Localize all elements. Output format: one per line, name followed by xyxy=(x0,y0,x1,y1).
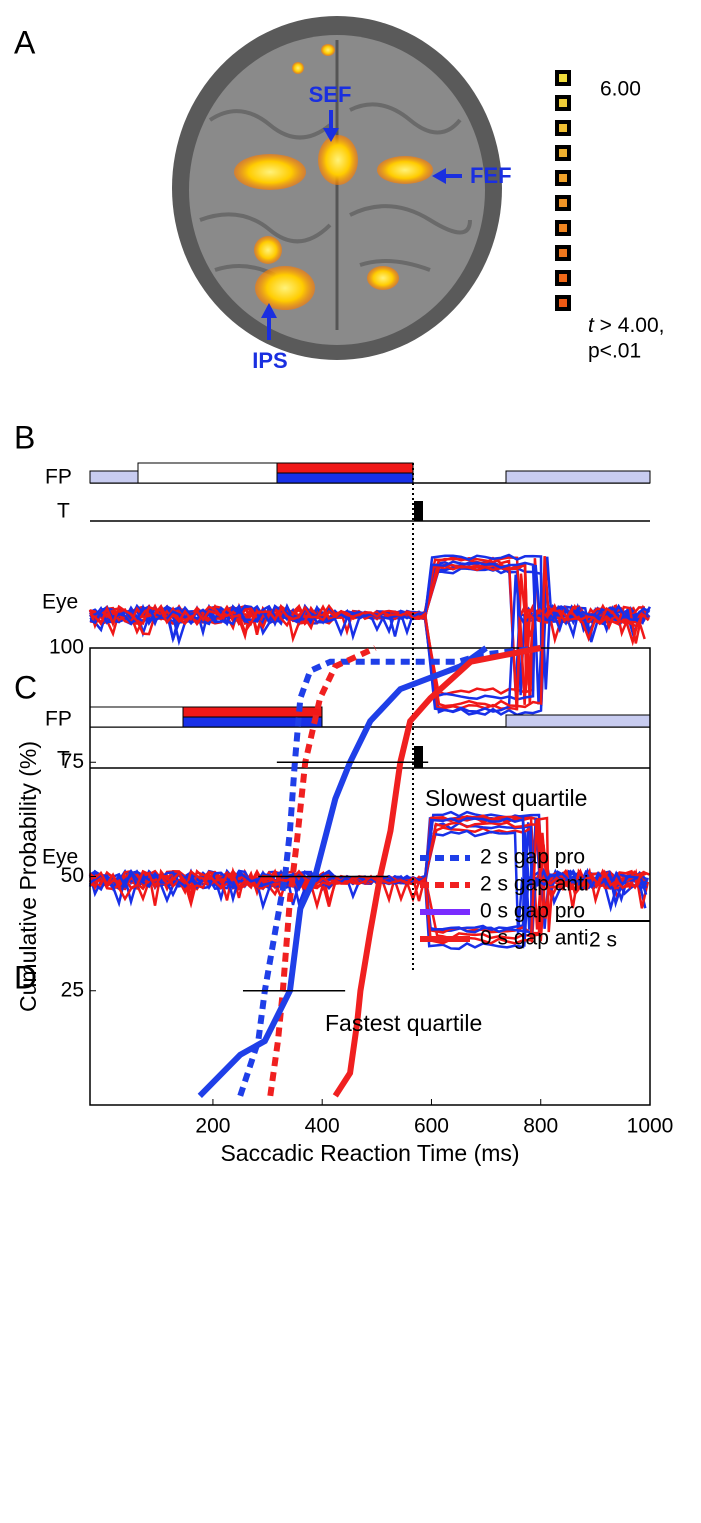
eye-trace xyxy=(89,565,650,696)
arrow-head xyxy=(323,128,339,142)
legend-label: 0 s gap anti xyxy=(480,927,589,950)
x-tick-label: 600 xyxy=(414,1115,449,1138)
cdf-line xyxy=(267,645,377,1097)
threshold-p: p<.01 xyxy=(588,340,641,363)
activation xyxy=(254,236,282,264)
eye-trace xyxy=(89,566,651,690)
color-scale xyxy=(555,70,571,311)
panel-label: A xyxy=(14,24,36,60)
eye-trace xyxy=(89,556,650,709)
x-tick-label: 1000 xyxy=(627,1115,674,1138)
threshold: t > 4.00, xyxy=(588,314,664,337)
fp-bar xyxy=(505,714,651,728)
y-tick-label: 75 xyxy=(61,750,84,773)
legend-label: 2 s gap anti xyxy=(480,873,589,896)
activation xyxy=(318,135,358,185)
legend-label: 0 s gap pro xyxy=(480,900,585,923)
region-label: IPS xyxy=(252,348,287,373)
activation xyxy=(234,154,306,190)
panel-label: B xyxy=(14,419,35,455)
fp-bar xyxy=(276,472,414,484)
x-tick-label: 200 xyxy=(195,1115,230,1138)
legend-label: 2 s gap pro xyxy=(480,846,585,869)
scale-swatch-core xyxy=(559,249,567,257)
x-axis-label: Saccadic Reaction Time (ms) xyxy=(220,1140,519,1166)
eye-label: Eye xyxy=(42,591,78,614)
scale-swatch-core xyxy=(559,224,567,232)
y-tick-label: 25 xyxy=(61,978,84,1001)
t-label: T xyxy=(57,500,70,523)
eye-traces xyxy=(88,553,651,717)
scale-swatch-core xyxy=(559,299,567,307)
fp-bar xyxy=(182,716,323,728)
cdf-line xyxy=(332,645,542,1098)
y-axis-label: Cumulative Probability (%) xyxy=(15,741,41,1012)
scale-swatch-core xyxy=(559,174,567,182)
eye-trace xyxy=(89,819,648,945)
fp-bar xyxy=(89,470,139,484)
fp-bar xyxy=(276,462,414,474)
arrow-head xyxy=(432,168,446,184)
cdf-chart: 200 400 600 800 1000 25 50 75 100 Saccadic Reacti… xyxy=(15,636,673,1167)
region-label: FEF xyxy=(470,163,512,188)
scale-swatch-core xyxy=(559,74,567,82)
y-tick-label: 100 xyxy=(49,636,84,659)
activation xyxy=(321,44,335,56)
activation xyxy=(255,266,315,310)
scale-swatch-core xyxy=(559,124,567,132)
fp-bar xyxy=(505,470,651,484)
scale-swatch-core xyxy=(559,199,567,207)
region-label: SEF xyxy=(309,82,352,107)
eye-trace xyxy=(89,560,649,705)
eye-label: Eye xyxy=(42,846,78,869)
cdf-line xyxy=(197,645,488,1098)
sulci xyxy=(199,102,472,277)
arrow-head xyxy=(261,303,277,318)
threshold-var: t xyxy=(588,314,595,337)
activation xyxy=(367,266,399,290)
scale-swatch-core xyxy=(559,149,567,157)
target-bar xyxy=(414,746,423,768)
y-tick-label: 50 xyxy=(61,864,84,887)
x-tick-label: 800 xyxy=(523,1115,558,1138)
annotation: Slowest quartile xyxy=(425,785,587,811)
threshold-text: > 4.00, xyxy=(594,314,665,337)
scale-max: 6.00 xyxy=(600,78,641,101)
eye-trace xyxy=(89,556,648,705)
eye-trace xyxy=(88,562,649,692)
eye-trace xyxy=(89,560,651,692)
fp-bar xyxy=(137,462,278,484)
eye-trace xyxy=(89,574,651,713)
eye-trace xyxy=(88,564,646,701)
eye-traces xyxy=(88,810,650,951)
eye-trace xyxy=(89,573,651,711)
fp-label: FP xyxy=(45,466,72,489)
annotation: Fastest quartile xyxy=(325,1010,482,1036)
activation xyxy=(292,62,304,74)
panel-label: D xyxy=(14,959,37,995)
fp-label: FP xyxy=(45,708,72,731)
eye-trace xyxy=(88,553,647,706)
target-bar xyxy=(414,501,423,521)
panel-label: C xyxy=(14,669,37,705)
fp-bar xyxy=(89,706,184,728)
scale-bar-label: 2 s xyxy=(589,929,617,952)
x-tick-label: 400 xyxy=(305,1115,340,1138)
t-label: T xyxy=(57,748,70,771)
activation xyxy=(377,156,433,184)
scale-swatch-core xyxy=(559,99,567,107)
scale-swatch-core xyxy=(559,274,567,282)
